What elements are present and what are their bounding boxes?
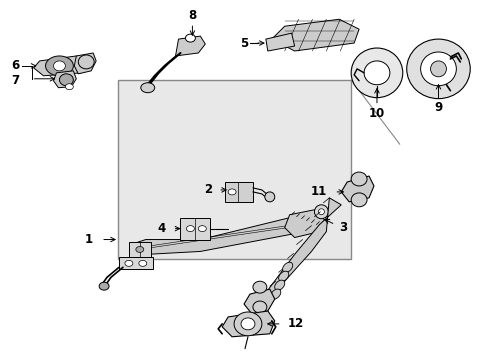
Ellipse shape [78,55,94,69]
Ellipse shape [60,74,73,86]
Ellipse shape [45,56,73,76]
Text: 4: 4 [157,222,165,235]
Ellipse shape [252,301,266,313]
Text: 9: 9 [433,101,442,114]
Polygon shape [341,176,373,202]
Text: 6: 6 [12,59,20,72]
Ellipse shape [241,318,254,330]
Ellipse shape [318,209,324,215]
Polygon shape [265,33,294,51]
Ellipse shape [141,83,154,93]
Ellipse shape [350,193,366,207]
Bar [118,80,350,258]
Ellipse shape [65,84,73,90]
Text: 8: 8 [188,9,196,22]
Bar [180,218,210,239]
Ellipse shape [274,280,284,290]
Ellipse shape [364,61,389,85]
Ellipse shape [350,172,366,186]
Ellipse shape [185,34,195,42]
Ellipse shape [99,282,109,290]
Polygon shape [131,218,309,255]
Text: 5: 5 [239,37,247,50]
Polygon shape [74,53,96,74]
Ellipse shape [228,189,236,195]
Polygon shape [119,257,152,269]
Ellipse shape [420,52,455,86]
Ellipse shape [264,192,274,202]
Polygon shape [264,198,341,301]
Ellipse shape [270,289,280,299]
Ellipse shape [198,226,206,231]
Text: 11: 11 [310,185,326,198]
Text: 12: 12 [287,318,304,330]
Bar [129,242,150,257]
Polygon shape [34,56,86,76]
Ellipse shape [124,260,133,266]
Ellipse shape [314,205,327,219]
Ellipse shape [406,39,469,99]
Ellipse shape [136,247,143,252]
Bar [224,182,252,202]
Text: 3: 3 [339,221,346,234]
Polygon shape [271,19,358,51]
Ellipse shape [429,61,446,77]
Ellipse shape [234,312,262,336]
Ellipse shape [278,271,288,281]
Ellipse shape [53,61,65,71]
Text: 7: 7 [12,74,20,87]
Ellipse shape [186,226,194,231]
Polygon shape [175,36,205,56]
Polygon shape [222,311,274,337]
Ellipse shape [139,260,146,266]
Text: 1: 1 [85,233,93,246]
Ellipse shape [252,281,266,293]
Polygon shape [53,71,76,88]
Ellipse shape [350,48,402,98]
Polygon shape [284,210,324,238]
Ellipse shape [282,262,292,273]
Text: 2: 2 [203,184,212,197]
Polygon shape [244,289,274,314]
Text: 10: 10 [368,107,385,120]
